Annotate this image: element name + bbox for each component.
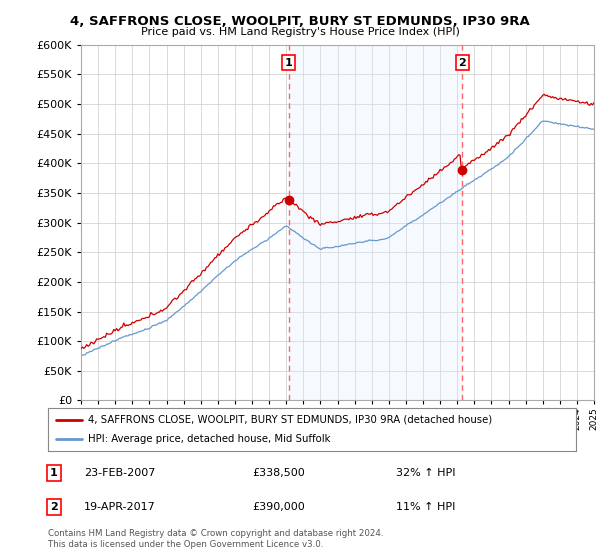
Text: 23-FEB-2007: 23-FEB-2007 — [84, 468, 155, 478]
Text: 19-APR-2017: 19-APR-2017 — [84, 502, 156, 512]
Text: 32% ↑ HPI: 32% ↑ HPI — [396, 468, 455, 478]
Text: Price paid vs. HM Land Registry's House Price Index (HPI): Price paid vs. HM Land Registry's House … — [140, 27, 460, 37]
Text: 4, SAFFRONS CLOSE, WOOLPIT, BURY ST EDMUNDS, IP30 9RA (detached house): 4, SAFFRONS CLOSE, WOOLPIT, BURY ST EDMU… — [88, 415, 492, 424]
Text: 2: 2 — [458, 58, 466, 68]
Text: £338,500: £338,500 — [252, 468, 305, 478]
Text: Contains HM Land Registry data © Crown copyright and database right 2024.
This d: Contains HM Land Registry data © Crown c… — [48, 529, 383, 549]
Text: £390,000: £390,000 — [252, 502, 305, 512]
Text: 4, SAFFRONS CLOSE, WOOLPIT, BURY ST EDMUNDS, IP30 9RA: 4, SAFFRONS CLOSE, WOOLPIT, BURY ST EDMU… — [70, 15, 530, 28]
Text: 11% ↑ HPI: 11% ↑ HPI — [396, 502, 455, 512]
Text: HPI: Average price, detached house, Mid Suffolk: HPI: Average price, detached house, Mid … — [88, 435, 330, 444]
Text: 2: 2 — [50, 502, 58, 512]
Text: 1: 1 — [285, 58, 292, 68]
Bar — [289, 45, 462, 400]
Text: 1: 1 — [50, 468, 58, 478]
